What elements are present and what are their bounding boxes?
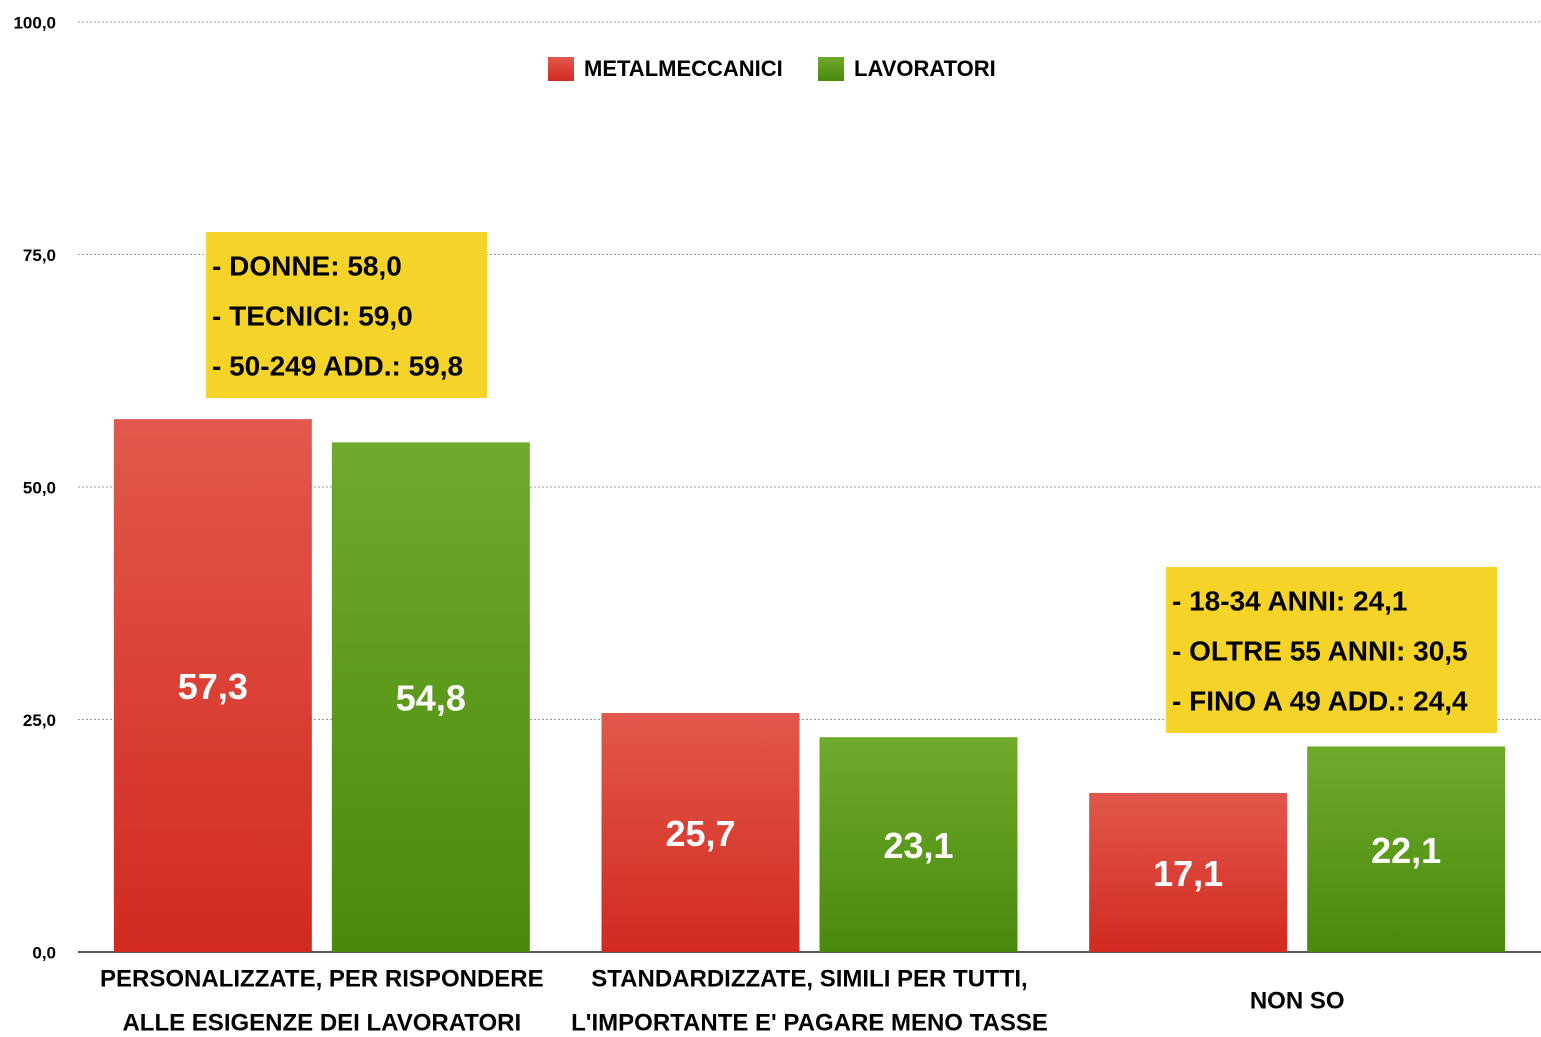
bar	[113, 419, 312, 952]
value-label: 17,1	[1153, 853, 1223, 894]
annotation-text: - OLTRE 55 ANNI: 30,5	[1172, 635, 1468, 666]
y-tick-label: 100,0	[13, 13, 56, 32]
bar	[601, 712, 800, 952]
annotation-box	[206, 232, 487, 398]
value-label: 23,1	[883, 825, 953, 866]
legend-label: LAVORATORI	[854, 56, 996, 81]
bar	[819, 737, 1018, 952]
legend-label: METALMECCANICI	[584, 56, 783, 81]
annotation-text: - FINO A 49 ADD.: 24,4	[1172, 685, 1468, 716]
y-tick-label: 75,0	[23, 246, 56, 265]
annotation-text: - 50-249 ADD.: 59,8	[212, 350, 463, 381]
annotation-text: - TECNICI: 59,0	[212, 300, 413, 331]
value-label: 25,7	[665, 813, 735, 854]
x-tick-label: L'IMPORTANTE E' PAGARE MENO TASSE	[571, 1009, 1048, 1036]
value-label: 57,3	[178, 666, 248, 707]
annotation-box	[1166, 567, 1497, 733]
annotation-text: - DONNE: 58,0	[212, 250, 402, 281]
x-tick-label: PERSONALIZZATE, PER RISPONDERE	[100, 965, 544, 992]
x-tick-label: ALLE ESIGENZE DEI LAVORATORI	[122, 1009, 521, 1036]
bar	[1089, 792, 1288, 952]
legend-swatch	[818, 57, 844, 81]
x-tick-label: STANDARDIZZATE, SIMILI PER TUTTI,	[591, 965, 1027, 992]
y-tick-label: 50,0	[23, 478, 56, 497]
x-tick-label: NON SO	[1250, 987, 1345, 1014]
y-tick-label: 0,0	[32, 943, 56, 962]
legend-swatch	[548, 57, 574, 81]
y-tick-label: 25,0	[23, 711, 56, 730]
bar	[331, 442, 530, 952]
value-label: 54,8	[396, 678, 466, 719]
bar	[1307, 746, 1506, 952]
annotation-text: - 18-34 ANNI: 24,1	[1172, 585, 1408, 616]
value-label: 22,1	[1371, 830, 1441, 871]
